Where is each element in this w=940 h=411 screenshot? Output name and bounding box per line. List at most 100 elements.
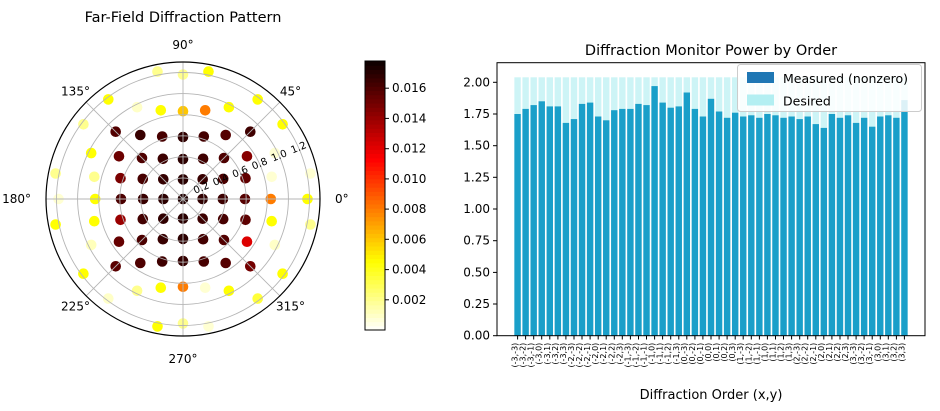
diffraction-order-dot [137,173,149,185]
colorbar-slice [365,229,385,234]
measured-bar [514,114,521,336]
x-tick-label: (-2,-3) [567,343,576,368]
colorbar-slice [365,245,385,251]
colorbar-slice [365,119,385,125]
polar-radial-label: 0.2 [192,180,211,196]
colorbar-slice [365,220,385,226]
measured-bar [828,114,836,336]
x-tick-label: (1,1) [769,343,778,362]
polar-angle-label: 270° [169,352,198,366]
diffraction-order-dot [266,215,278,227]
x-tick-label: (-2,0) [591,343,600,365]
measured-bar [836,117,844,336]
diffraction-order-dot [113,236,125,247]
diffraction-order-dot [155,282,167,294]
diffraction-order-dot [240,172,251,184]
x-tick-label: (-1,3) [672,343,681,365]
x-tick-label: (0,3) [728,343,737,362]
x-tick-label: (1,0) [760,343,769,362]
colorbar-slice [365,103,385,108]
colorbar-slice [365,73,385,79]
x-tick-label: (3,-1) [865,343,874,365]
x-tick-label: (-3,-1) [527,343,536,368]
diffraction-order-dot [217,213,229,225]
diffraction-order-dot [241,236,253,247]
colorbar-slice [365,98,385,104]
colorbar-slice [365,132,385,138]
colorbar-slice [365,61,385,66]
diffraction-order-dot [252,94,263,105]
diffraction-order-dot [156,131,168,142]
measured-bar [586,102,594,336]
colorbar-slice [365,216,385,222]
x-tick-label: (3,1) [881,343,890,362]
measured-bar [772,115,779,336]
colorbar-slice [365,195,385,201]
colorbar-slice [365,145,385,150]
measured-bar [820,127,828,336]
diffraction-order-dot [198,131,210,142]
diffraction-order-dot [131,101,143,113]
colorbar-slice [365,69,385,75]
colorbar-slice [365,94,385,100]
polar-grid [46,62,320,336]
x-tick-label: (0,0) [704,343,713,362]
colorbar-tick-label: 0.012 [392,142,426,156]
colorbar-slice [365,241,385,247]
colorbar-slice [365,208,385,213]
colorbar-slice [365,90,385,96]
colorbar: 0.002 0.004 0.006 0.008 0.010 0.012 0.014 0.016 [364,60,426,331]
diffraction-order-dot [269,147,281,159]
colorbar-slice [365,140,385,146]
diffraction-order-dot [277,119,288,130]
legend: Measured (nonzero) Desired [737,64,922,112]
diffraction-order-dot [135,129,146,141]
colorbar-slice [365,157,385,163]
x-tick-label: (3,-3) [849,343,858,365]
x-tick-label: (-1,2) [664,343,673,365]
colorbar-border [364,60,386,331]
measured-bar [788,116,795,336]
x-tick-label: (0,-2) [688,343,697,365]
measured-bar [885,115,892,336]
x-tick-label: (2,1) [825,343,834,362]
colorbar-slice [365,170,385,176]
measured-bar [651,86,658,336]
diffraction-order-dot [135,257,146,269]
measured-bar [901,100,908,336]
diffraction-order-dot [197,233,209,245]
polar-angle-label: 45° [280,85,301,99]
polar-angle-label: 315° [276,300,305,314]
polar-title: Far-Field Diffraction Pattern [85,10,282,26]
diffraction-order-dot [156,256,168,267]
colorbar-slice [365,325,385,331]
polar-angle-label: 225° [61,300,90,314]
diffraction-order-dot [89,215,100,227]
colorbar-slice [365,304,385,310]
x-tick-label: (1,-1) [752,343,761,365]
measured-bar [715,111,723,336]
polar-angle-label: 180° [2,192,31,206]
colorbar-slice [365,178,385,184]
x-tick-label: (1,-3) [736,343,745,365]
diffraction-order-dot [78,268,89,280]
polar-radial-label: 1.2 [289,140,308,156]
colorbar-slice [365,124,385,129]
diffraction-order-dot [103,94,114,105]
colorbar-tick-label: 0.006 [392,232,426,246]
diffraction-order-dot [223,285,235,297]
diffraction-order-dot [197,153,209,165]
diffraction-order-dot [137,213,149,225]
measured-bar [860,117,868,336]
legend-label-desired: Desired [783,94,831,109]
x-tick-label: (2,2) [833,343,842,362]
y-tick-label: 2.00 [463,75,490,89]
diffraction-order-dot [220,129,231,141]
colorbar-slice [365,279,385,285]
colorbar-slice [365,77,385,83]
diffraction-order-dot [199,282,211,294]
diffraction-order-dot [131,285,143,297]
diffraction-order-dot [198,256,210,267]
colorbar-slice [365,308,385,314]
x-tick-label: (3,0) [873,343,882,362]
